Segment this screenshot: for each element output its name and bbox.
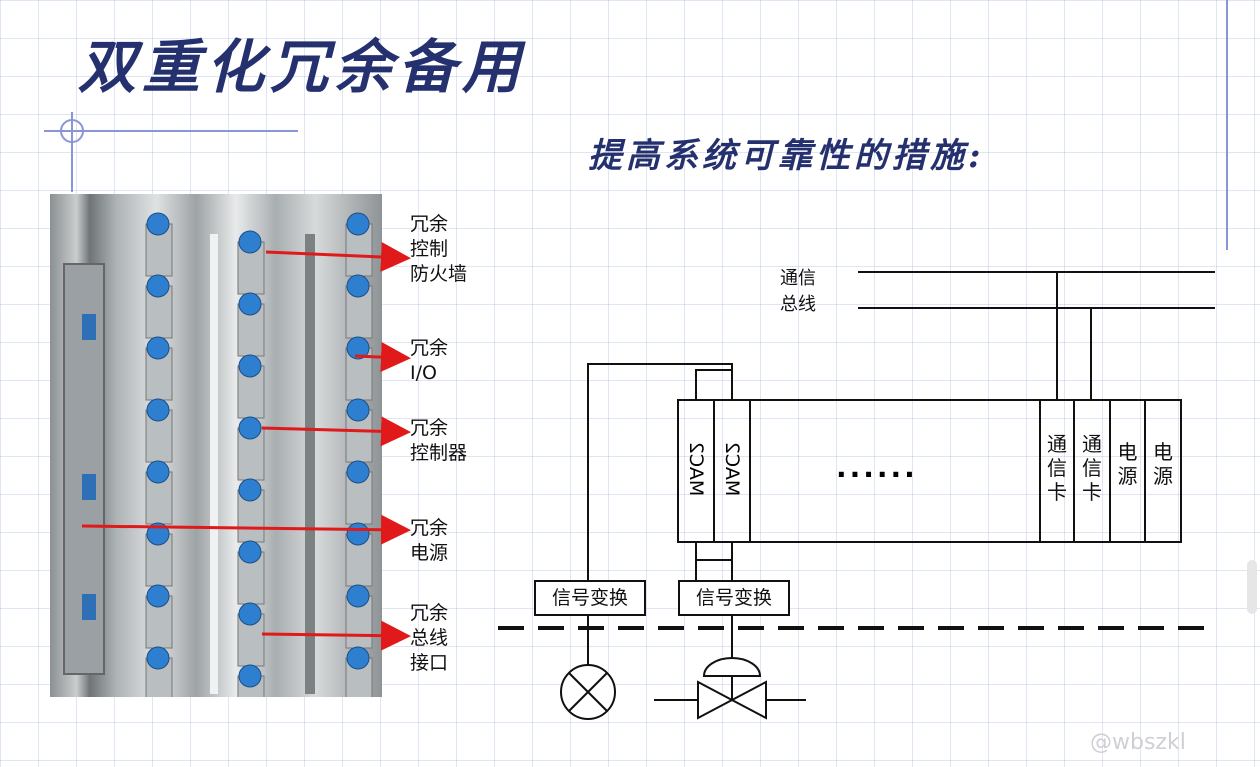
slot-power-2: 电 源 [1153,440,1173,488]
watermark: @wbszkl [1090,730,1186,755]
ellipsis: ······ [836,458,918,491]
blue-cap [346,274,370,298]
rack-outline [677,399,1182,543]
blue-cap [346,646,370,670]
blue-cap [146,646,170,670]
mac-slot-2: MAC2 [716,434,748,504]
arrow-controller [261,416,411,447]
blue-cap [346,460,370,484]
blue-cap [238,602,262,626]
slot-comm-card-2: 通 信 卡 [1082,432,1102,504]
blue-cap [238,416,262,440]
blue-cap [146,336,170,360]
label-redundant-controller: 冗余 控制器 [410,417,468,464]
mac-label-1: MAC2 [685,441,708,497]
blue-cap [238,664,262,688]
slot-comm-card-1: 通 信 卡 [1047,432,1067,504]
label-redundant-firewall: 冗余 控制 防火墙 [410,213,468,285]
bus-label: 通信 总线 [780,268,816,315]
blue-cap [238,292,262,316]
scrollbar-handle[interactable] [1247,560,1257,614]
blue-cap [238,540,262,564]
blue-cap [238,478,262,502]
blue-cap [346,336,370,360]
arrow-bus-interface [261,620,411,651]
blue-cap [146,460,170,484]
breaker-module [145,347,173,401]
control-valve-icon [654,657,806,720]
arrow-firewall [265,241,411,272]
mac-label-2: MAC2 [721,441,744,497]
blue-cap [238,354,262,378]
blue-cap [346,398,370,422]
signal-converter-box-1: 信号变换 [534,580,646,616]
blue-cap [238,230,262,254]
blue-cap [146,274,170,298]
label-redundant-io: 冗余 I/O [410,337,449,384]
blue-cap [146,584,170,608]
blue-cap [346,584,370,608]
blue-cap [146,212,170,236]
arrow-power [81,514,411,545]
label-redundant-bus-interface: 冗余 总线 接口 [410,602,449,674]
signal-converter-box-2: 信号变换 [678,580,790,616]
page-title: 双重化冗余备用 [78,33,527,101]
decorative-vertical-rule [1226,0,1228,250]
lamp-indicator-icon [560,664,616,720]
breaker-module [145,223,173,277]
subtitle: 提高系统可靠性的措施: [588,136,985,176]
blue-cap [146,398,170,422]
slot-power-1: 电 源 [1117,440,1138,488]
crosshair-ornament [44,112,298,192]
label-redundant-power: 冗余 电源 [410,517,449,564]
cabinet-photo [50,194,382,697]
blue-cap [346,212,370,236]
arrow-io [354,342,411,373]
mac-slot-1: MAC2 [680,434,712,504]
cabinet-illustration [63,212,373,697]
